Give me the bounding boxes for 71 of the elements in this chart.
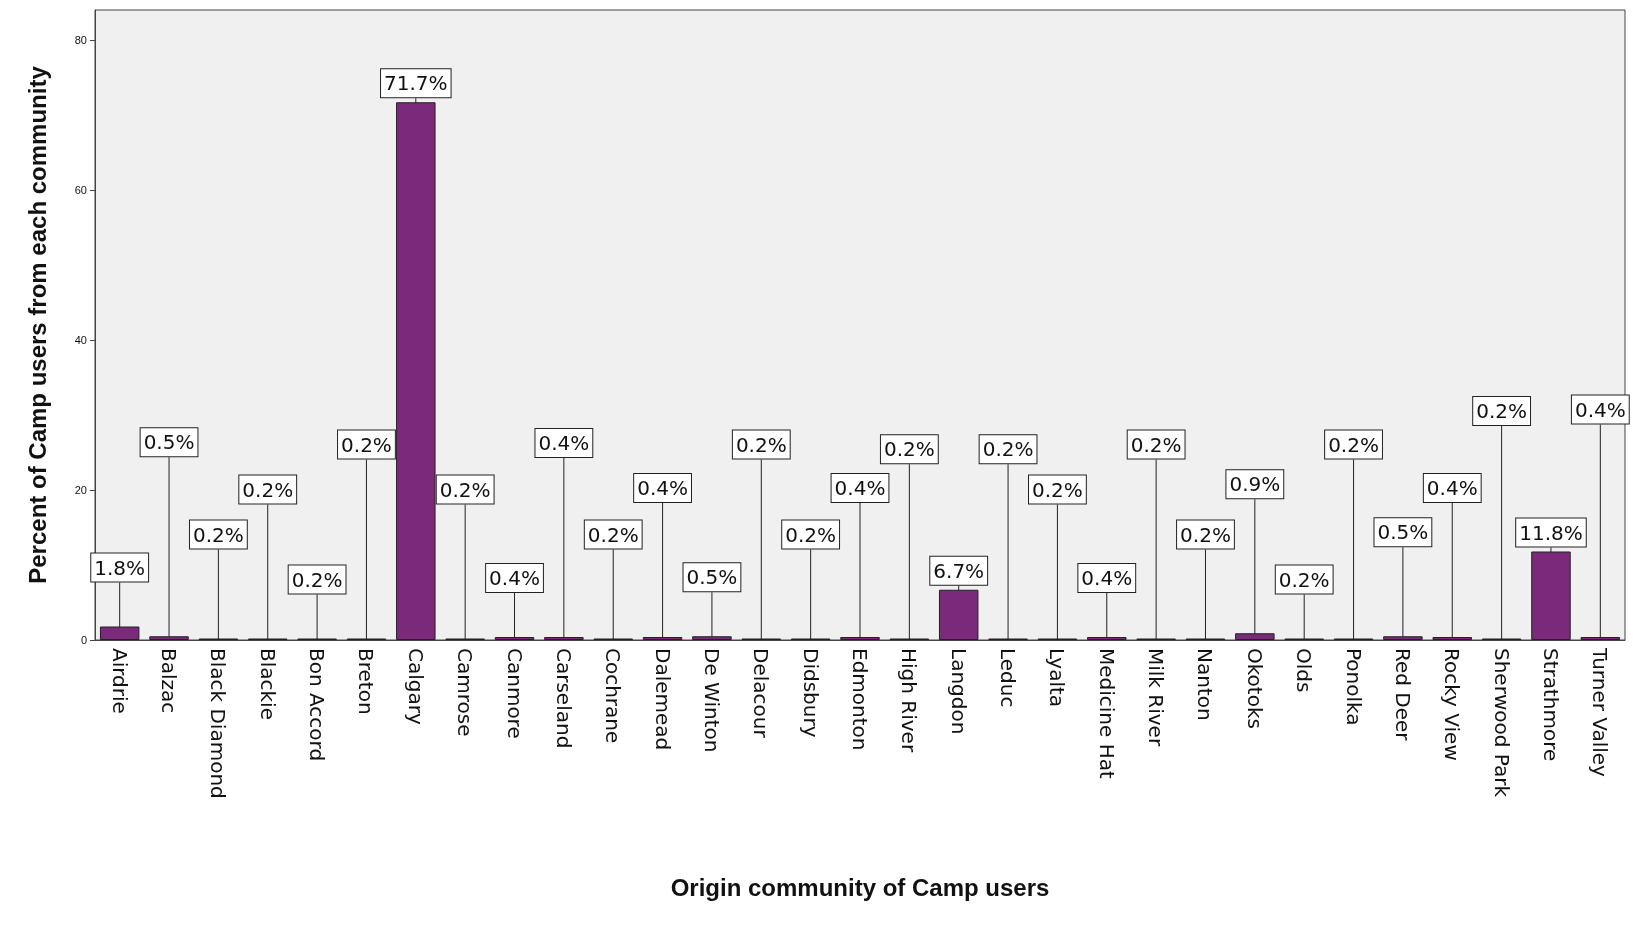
x-tick-label: Leduc: [996, 648, 1021, 708]
x-tick-label: Didsbury: [798, 648, 823, 738]
y-axis-title: Percent of Camp users from each community: [23, 65, 51, 584]
data-label: 0.2%: [1328, 432, 1379, 457]
x-tick-label: Medicine Hat: [1094, 648, 1119, 779]
x-tick-label: Airdrie: [107, 648, 132, 714]
x-tick-label: Delacour: [749, 648, 774, 739]
data-label: 0.2%: [1130, 432, 1182, 457]
data-label: 0.2%: [242, 477, 294, 502]
data-label: 0.4%: [1081, 566, 1133, 590]
data-label: 0.2%: [1476, 399, 1528, 423]
data-label: 0.2%: [291, 567, 343, 592]
x-tick-label: Nanton: [1193, 648, 1218, 721]
x-tick-label: Sherwood Park: [1489, 648, 1514, 798]
x-tick-label: Turner Valley: [1588, 647, 1613, 778]
data-label: 6.7%: [933, 558, 985, 583]
x-tick-label: Carseland: [551, 648, 576, 749]
data-label: 0.5%: [143, 430, 195, 455]
x-tick-label: Rocky View: [1440, 648, 1465, 761]
x-tick-label: Blackie: [255, 648, 280, 720]
x-tick-label: Ponolka: [1341, 648, 1366, 726]
data-label: 0.2%: [587, 522, 639, 547]
data-label: 0.2%: [785, 522, 837, 547]
x-tick-label: Breton: [354, 648, 379, 715]
y-tick-label: 60: [74, 184, 87, 196]
data-label: 0.2%: [439, 477, 491, 502]
x-tick-label: Calgary: [403, 648, 428, 725]
x-tick-label: High River: [897, 648, 922, 753]
x-tick-label: Cochrane: [601, 648, 626, 744]
data-label: 0.2%: [1278, 567, 1330, 592]
x-tick-label: Dalemead: [650, 648, 675, 751]
x-tick-label: Strathmore: [1538, 648, 1563, 762]
bar: [1531, 551, 1571, 640]
data-label: 11.8%: [1519, 520, 1583, 545]
x-tick-label: Red Deer: [1390, 648, 1415, 742]
data-label: 0.2%: [883, 437, 935, 462]
data-label: 71.7%: [384, 71, 448, 96]
x-tick-label: Olds: [1292, 648, 1317, 693]
x-tick-label: Balzac: [157, 648, 182, 714]
data-label: 0.4%: [489, 566, 540, 590]
data-label: 0.4%: [1574, 397, 1626, 422]
data-label: 1.8%: [94, 555, 146, 580]
data-label: 0.2%: [1032, 477, 1083, 502]
data-label: 0.4%: [1426, 476, 1478, 500]
y-tick-label: 0: [80, 634, 87, 646]
data-label: 0.9%: [1229, 472, 1281, 497]
data-label: 0.4%: [538, 431, 590, 455]
x-tick-label: Camrose: [453, 648, 478, 737]
x-tick-label: Canmore: [502, 648, 527, 739]
x-tick-label: Edmonton: [848, 648, 872, 751]
y-tick-label: 40: [74, 334, 87, 346]
x-tick-label: De Winton: [699, 648, 724, 753]
x-tick-label: Langdon: [946, 648, 971, 735]
x-axis-title: Origin community of Camp users: [670, 873, 1050, 901]
x-tick-label: Milk River: [1144, 648, 1169, 747]
x-tick-label: Bon Accord: [305, 648, 330, 762]
data-label: 0.5%: [1377, 520, 1429, 545]
data-label: 0.2%: [341, 432, 392, 457]
x-tick-label: Lyalta: [1045, 648, 1070, 708]
data-label: 0.4%: [834, 476, 886, 500]
data-label: 0.4%: [637, 476, 688, 500]
x-tick-label: Okotoks: [1242, 648, 1267, 729]
data-label: 0.2%: [735, 432, 787, 457]
x-tick-label: Black Diamond: [206, 648, 231, 799]
data-label: 0.5%: [686, 565, 738, 590]
bar: [938, 589, 979, 640]
data-label: 0.2%: [982, 437, 1034, 462]
data-label: 0.2%: [192, 522, 244, 547]
y-tick-label: 20: [74, 484, 87, 496]
data-label: 0.2%: [1180, 522, 1231, 547]
y-tick-label: 80: [74, 34, 87, 46]
